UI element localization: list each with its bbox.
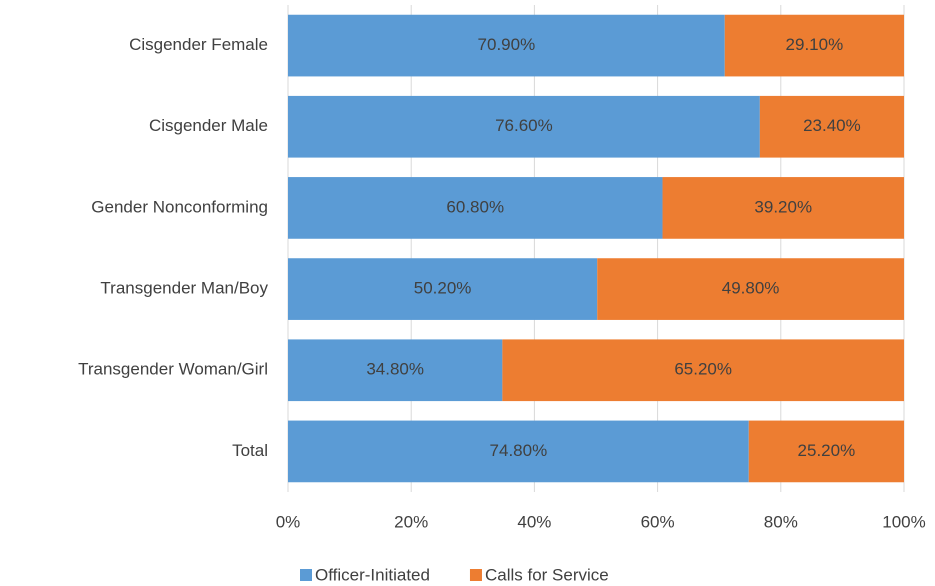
y-tick-label: Total	[232, 441, 268, 460]
data-label: 74.80%	[490, 441, 548, 460]
legend-label: Officer-Initiated	[315, 565, 430, 584]
bar-segment	[288, 177, 663, 239]
bar-segment	[597, 258, 904, 320]
data-label: 70.90%	[478, 35, 536, 54]
x-tick-label: 0%	[276, 512, 301, 531]
data-label: 76.60%	[495, 116, 553, 135]
data-label: 65.20%	[674, 360, 732, 379]
x-tick-label: 100%	[882, 512, 925, 531]
bar-segment	[288, 339, 503, 402]
bar-segment	[288, 258, 598, 320]
legend-label: Calls for Service	[485, 565, 609, 584]
y-tick-label: Transgender Man/Boy	[100, 279, 268, 298]
data-label: 25.20%	[798, 441, 856, 460]
legend-swatch	[469, 569, 482, 581]
data-label: 29.10%	[786, 35, 844, 54]
bar-segment	[748, 420, 904, 483]
x-tick-label: 40%	[517, 512, 551, 531]
bar-segment	[662, 177, 904, 239]
bar-segment	[724, 14, 904, 77]
y-tick-label: Cisgender Female	[129, 35, 268, 54]
bar-segment	[288, 95, 760, 158]
data-label: 49.80%	[722, 279, 780, 298]
y-tick-label: Gender Nonconforming	[91, 197, 268, 216]
y-tick-label: Cisgender Male	[149, 116, 268, 135]
x-tick-label: 60%	[641, 512, 675, 531]
x-tick-label: 80%	[764, 512, 798, 531]
data-label: 34.80%	[366, 360, 424, 379]
y-tick-label: Transgender Woman/Girl	[78, 360, 268, 379]
bar-segment	[502, 339, 904, 402]
x-tick-label: 20%	[394, 512, 428, 531]
legend-swatch	[300, 569, 312, 581]
data-label: 50.20%	[414, 279, 472, 298]
data-label: 23.40%	[803, 116, 861, 135]
bar-segment	[288, 420, 749, 483]
data-label: 60.80%	[446, 197, 504, 216]
data-label: 39.20%	[754, 197, 812, 216]
bar-segment	[288, 14, 725, 77]
bar-segment	[759, 95, 904, 158]
